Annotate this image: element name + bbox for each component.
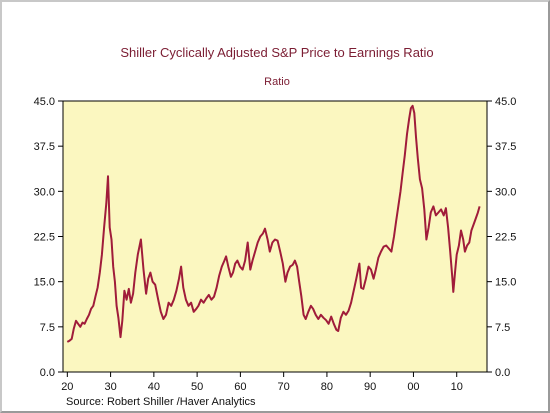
x-tick-label: 20 xyxy=(61,381,73,393)
y-tick-label-right: 45.0 xyxy=(495,96,516,108)
x-tick-label: 70 xyxy=(278,381,290,393)
y-tick-label-left: 15.0 xyxy=(34,277,55,289)
y-tick-label-left: 30.0 xyxy=(34,186,55,198)
y-tick-label-left: 0.0 xyxy=(40,367,55,379)
y-tick-label-left: 45.0 xyxy=(34,96,55,108)
y-axis-right: 0.0 7.5 15.0 22.5 30.0 37.5 45.0 xyxy=(487,96,516,379)
x-tick-label: 10 xyxy=(451,381,463,393)
series-line-cape-ratio xyxy=(66,104,481,343)
y-tick-label-left: 37.5 xyxy=(34,141,55,153)
y-tick-label-left: 7.5 xyxy=(40,322,55,334)
y-axis-left: 0.0 7.5 15.0 22.5 30.0 37.5 45.0 xyxy=(34,96,63,379)
y-tick-label-right: 30.0 xyxy=(495,186,516,198)
x-tick-label: 00 xyxy=(407,381,419,393)
y-tick-label-right: 7.5 xyxy=(495,322,510,334)
y-tick-label-right: 15.0 xyxy=(495,277,516,289)
y-tick-label-right: 22.5 xyxy=(495,232,516,244)
x-tick-label: 30 xyxy=(104,381,116,393)
chart-subtitle: Ratio xyxy=(264,76,290,88)
y-tick-label-left: 22.5 xyxy=(34,232,55,244)
x-axis: 20 30 40 50 60 70 80 90 00 10 xyxy=(61,372,463,393)
x-tick-label: 40 xyxy=(148,381,160,393)
chart-title: Shiller Cyclically Adjusted S&P Price to… xyxy=(120,45,433,60)
x-tick-label: 60 xyxy=(234,381,246,393)
chart-source: Source: Robert Shiller /Haver Analytics xyxy=(66,396,256,408)
plot-area xyxy=(62,100,488,373)
y-tick-label-right: 0.0 xyxy=(495,367,510,379)
x-tick-label: 80 xyxy=(321,381,333,393)
x-tick-label: 50 xyxy=(191,381,203,393)
x-tick-label: 90 xyxy=(364,381,376,393)
y-tick-label-right: 37.5 xyxy=(495,141,516,153)
